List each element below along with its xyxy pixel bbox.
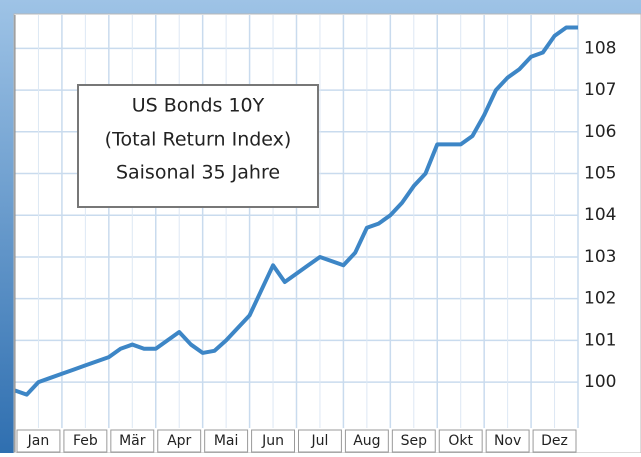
y-tick-label: 105 [584,164,616,184]
x-tick-label: Jan [27,433,50,449]
x-tick-label: Dez [541,433,568,449]
x-tick-label: Apr [167,433,191,449]
y-tick-label: 106 [584,122,616,142]
y-tick-label: 100 [584,372,616,392]
y-tick-label: 102 [584,289,616,309]
chart-title: Saisonal 35 Jahre [116,162,280,184]
x-label-box [298,429,342,453]
x-tick-label: Mär [119,433,146,449]
x-label-box [251,429,295,453]
x-tick-label: Jul [311,433,329,449]
y-tick-label: 104 [584,205,616,225]
x-label-box [63,429,108,453]
x-tick-label: Mai [214,433,239,449]
chart-title: US Bonds 10Y [132,95,265,117]
x-label-box [485,429,530,453]
title-box [77,84,319,208]
x-tick-label: Sep [401,433,428,449]
x-label-box [532,429,577,453]
panel [13,13,641,454]
x-label-box [110,429,155,453]
x-label-box [16,429,61,453]
x-tick-label: Aug [353,433,380,449]
x-label-box [391,429,436,453]
x-tick-label: Okt [448,433,473,449]
y-tick-label: 101 [584,330,616,350]
x-label-box [157,429,202,453]
y-tick-label: 108 [584,38,616,58]
x-tick-label: Jun [261,433,284,449]
chart-title: (Total Return Index) [105,129,292,151]
x-label-box [438,429,483,453]
x-tick-label: Feb [73,433,98,449]
x-label-box [344,429,389,453]
x-label-box [204,429,249,453]
line-series [14,25,578,397]
y-tick-label: 107 [584,80,616,100]
x-tick-label: Nov [494,433,521,449]
y-tick-label: 103 [584,247,616,267]
